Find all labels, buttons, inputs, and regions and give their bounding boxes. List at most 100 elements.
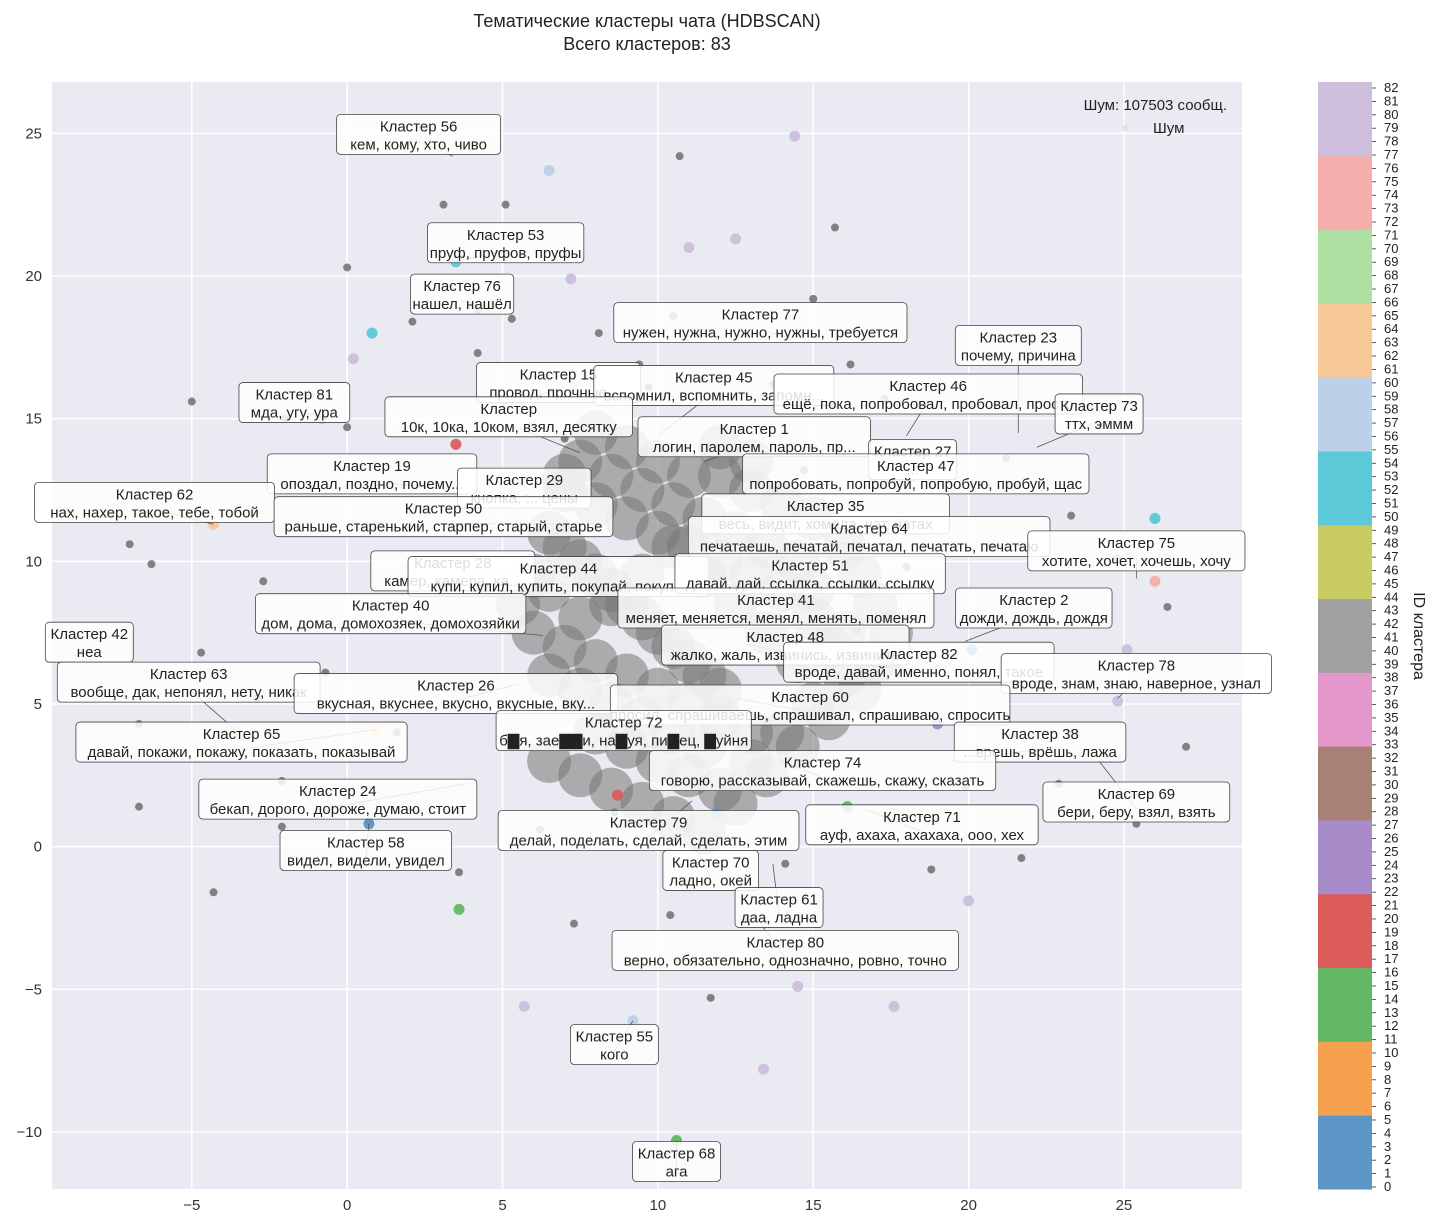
annotation-box	[410, 273, 515, 315]
noise-point	[455, 868, 464, 877]
colorbar-band	[1318, 967, 1372, 1042]
annotation-box	[569, 1024, 659, 1065]
cluster-point	[565, 273, 577, 285]
colorbar-tick-label: 15	[1384, 978, 1398, 993]
colorbar-tick-label: 20	[1384, 911, 1398, 926]
noise-point	[927, 865, 936, 874]
noise-point	[809, 294, 818, 303]
cluster-point	[963, 895, 975, 907]
colorbar-tick-label: 68	[1384, 268, 1398, 283]
colorbar-tick-label: 51	[1384, 495, 1398, 510]
cluster-point	[366, 327, 378, 339]
annotation-keywords: дом, дома, домохозяек, домохозяйки	[261, 616, 520, 633]
cluster-point	[758, 1063, 770, 1075]
colorbar-label: ID кластера	[1410, 592, 1427, 680]
annotation-box	[279, 830, 453, 871]
annotation-box	[734, 887, 824, 928]
colorbar-tick-label: 73	[1384, 201, 1398, 216]
cluster-annotation: Кластер 72б▇я, зае▇▇и, на▇уя, пи▇ец, ▇уй…	[495, 710, 752, 752]
y-tick-label: 0	[34, 839, 42, 856]
annotation-title: Кластер 47	[877, 458, 955, 475]
y-tick-label: 25	[25, 125, 42, 142]
annotation-box	[238, 382, 351, 423]
annotation-box	[1027, 530, 1246, 572]
annotation-title: Кластер 60	[771, 689, 849, 706]
annotation-keywords: меняет, меняется, менял, менять, поменял	[626, 610, 927, 627]
annotation-keywords: нужен, нужна, нужно, нужны, требуется	[623, 325, 898, 342]
annotation-title: Кластер 76	[423, 278, 501, 295]
annotation-title: Кластер 44	[520, 561, 598, 578]
colorbar-tick-label: 5	[1384, 1112, 1391, 1127]
annotation-box	[495, 710, 752, 752]
colorbar-tick-label: 54	[1384, 455, 1398, 470]
colorbar-tick-label: 70	[1384, 241, 1398, 256]
chart-subtitle: Всего кластеров: 83	[563, 34, 730, 54]
annotation-title: Кластер 77	[722, 307, 800, 324]
colorbar-tick-label: 19	[1384, 924, 1398, 939]
colorbar-tick-label: 63	[1384, 335, 1398, 350]
cluster-point	[1149, 575, 1161, 587]
colorbar-tick-label: 28	[1384, 804, 1398, 819]
colorbar-tick-label: 76	[1384, 160, 1398, 175]
annotation-keywords: печатаешь, печатай, печатал, печатать, п…	[700, 539, 1038, 556]
colorbar-tick-label: 7	[1384, 1085, 1391, 1100]
colorbar-tick-label: 57	[1384, 415, 1398, 430]
annotation-keywords: видел, видели, увидел	[287, 852, 445, 869]
annotation-keywords: делай, поделать, сделай, сделать, этим	[510, 833, 788, 850]
annotation-title: Кластер 65	[203, 726, 281, 743]
annotation-box	[273, 496, 614, 538]
colorbar-tick-label: 17	[1384, 951, 1398, 966]
colorbar-tick-label: 71	[1384, 227, 1398, 242]
annotation-keywords: ещё, пока, попробовал, пробовал, просто	[783, 396, 1074, 413]
cluster-point	[789, 130, 801, 142]
colorbar-tick-label: 9	[1384, 1058, 1391, 1073]
colorbar: 0123456789101112131415161718192021222324…	[1318, 80, 1398, 1194]
annotation-title: Кластер 75	[1098, 535, 1176, 552]
colorbar-tick-label: 65	[1384, 308, 1398, 323]
y-tick-label: 10	[25, 553, 42, 570]
annotation-keywords: вообще, дак, непонял, нету, никак	[70, 684, 307, 701]
annotation-keywords: хотите, хочет, хочешь, хочу	[1042, 553, 1231, 570]
annotation-keywords: вспомнил, вспомнить, запомн...	[604, 387, 824, 404]
y-tick-label: −10	[17, 1124, 42, 1141]
annotation-keywords: давай, покажи, покажу, показать, показыв…	[88, 744, 396, 761]
annotation-title: Кластер 38	[1001, 726, 1079, 743]
colorbar-tick-label: 47	[1384, 549, 1398, 564]
cluster-point	[450, 438, 462, 450]
colorbar-tick-label: 69	[1384, 254, 1398, 269]
noise-point	[675, 152, 684, 161]
colorbar-tick-label: 60	[1384, 375, 1398, 390]
colorbar-band	[1318, 82, 1372, 157]
cluster-point	[543, 164, 555, 176]
colorbar-tick-label: 6	[1384, 1099, 1391, 1114]
annotation-keywords: ттх, эммм	[1065, 416, 1133, 433]
annotation-keywords: нах, нахер, такое, тебе, тобой	[50, 504, 259, 521]
annotation-box	[632, 1141, 721, 1182]
colorbar-tick-label: 79	[1384, 120, 1398, 135]
annotation-keywords: пруф, пруфов, пруфы	[430, 245, 582, 262]
colorbar-tick-label: 66	[1384, 294, 1398, 309]
annotation-title: Кластер 72	[585, 715, 663, 732]
x-tick-label: −5	[183, 1197, 200, 1214]
annotation-title: Кластер 50	[405, 501, 483, 518]
colorbar-tick-label: 48	[1384, 536, 1398, 551]
annotation-title: Кластер 45	[675, 369, 753, 386]
annotation-keywords: верно, обязательно, однозначно, ровно, т…	[624, 952, 947, 969]
colorbar-band	[1318, 377, 1372, 452]
x-tick-label: 25	[1116, 1197, 1133, 1214]
colorbar-tick-label: 42	[1384, 616, 1398, 631]
annotation-box	[1054, 393, 1144, 435]
annotation-box	[953, 721, 1127, 763]
